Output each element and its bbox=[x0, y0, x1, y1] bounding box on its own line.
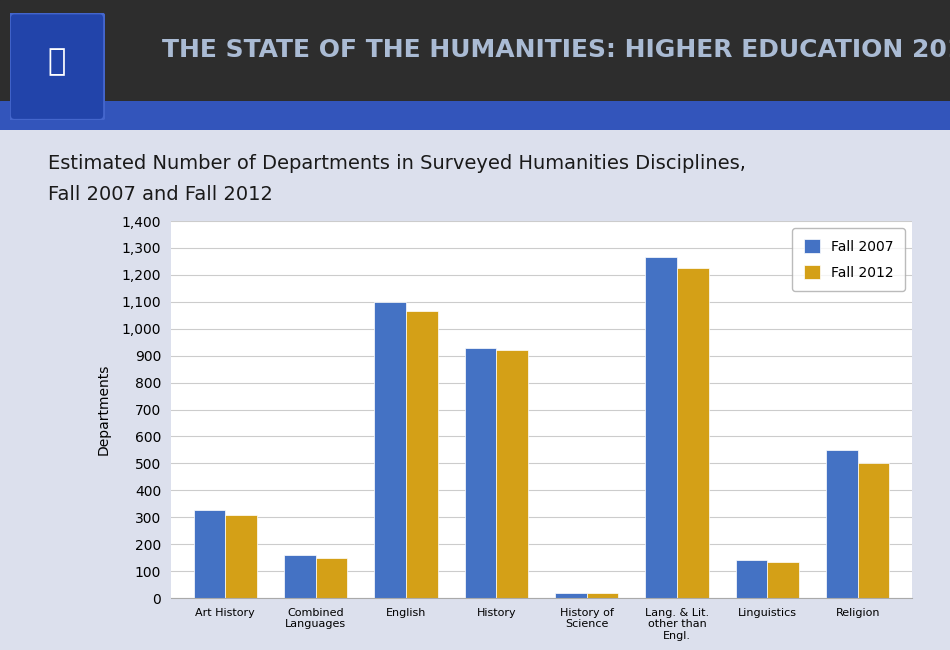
Bar bbox=[225, 515, 256, 598]
FancyBboxPatch shape bbox=[10, 13, 104, 120]
Bar bbox=[677, 268, 709, 598]
Text: Estimated Number of Departments in Surveyed Humanities Disciplines,: Estimated Number of Departments in Surve… bbox=[48, 153, 746, 173]
Bar bbox=[826, 450, 858, 598]
Bar bbox=[194, 510, 225, 598]
Bar bbox=[768, 562, 799, 598]
Bar bbox=[736, 560, 768, 598]
Legend: Fall 2007, Fall 2012: Fall 2007, Fall 2012 bbox=[792, 228, 905, 291]
Text: 🎓: 🎓 bbox=[48, 47, 66, 76]
Bar bbox=[645, 257, 677, 598]
Y-axis label: Departments: Departments bbox=[97, 364, 110, 455]
Text: Fall 2007 and Fall 2012: Fall 2007 and Fall 2012 bbox=[48, 185, 273, 204]
Bar bbox=[406, 311, 438, 598]
Bar bbox=[315, 558, 347, 598]
Bar bbox=[465, 348, 496, 598]
Bar bbox=[858, 463, 889, 598]
Text: THE STATE OF THE HUMANITIES: HIGHER EDUCATION 2015: THE STATE OF THE HUMANITIES: HIGHER EDUC… bbox=[162, 38, 950, 62]
Bar bbox=[555, 593, 587, 598]
Bar bbox=[587, 593, 618, 598]
Bar bbox=[496, 350, 528, 598]
Bar bbox=[374, 302, 406, 598]
Bar bbox=[284, 555, 315, 598]
